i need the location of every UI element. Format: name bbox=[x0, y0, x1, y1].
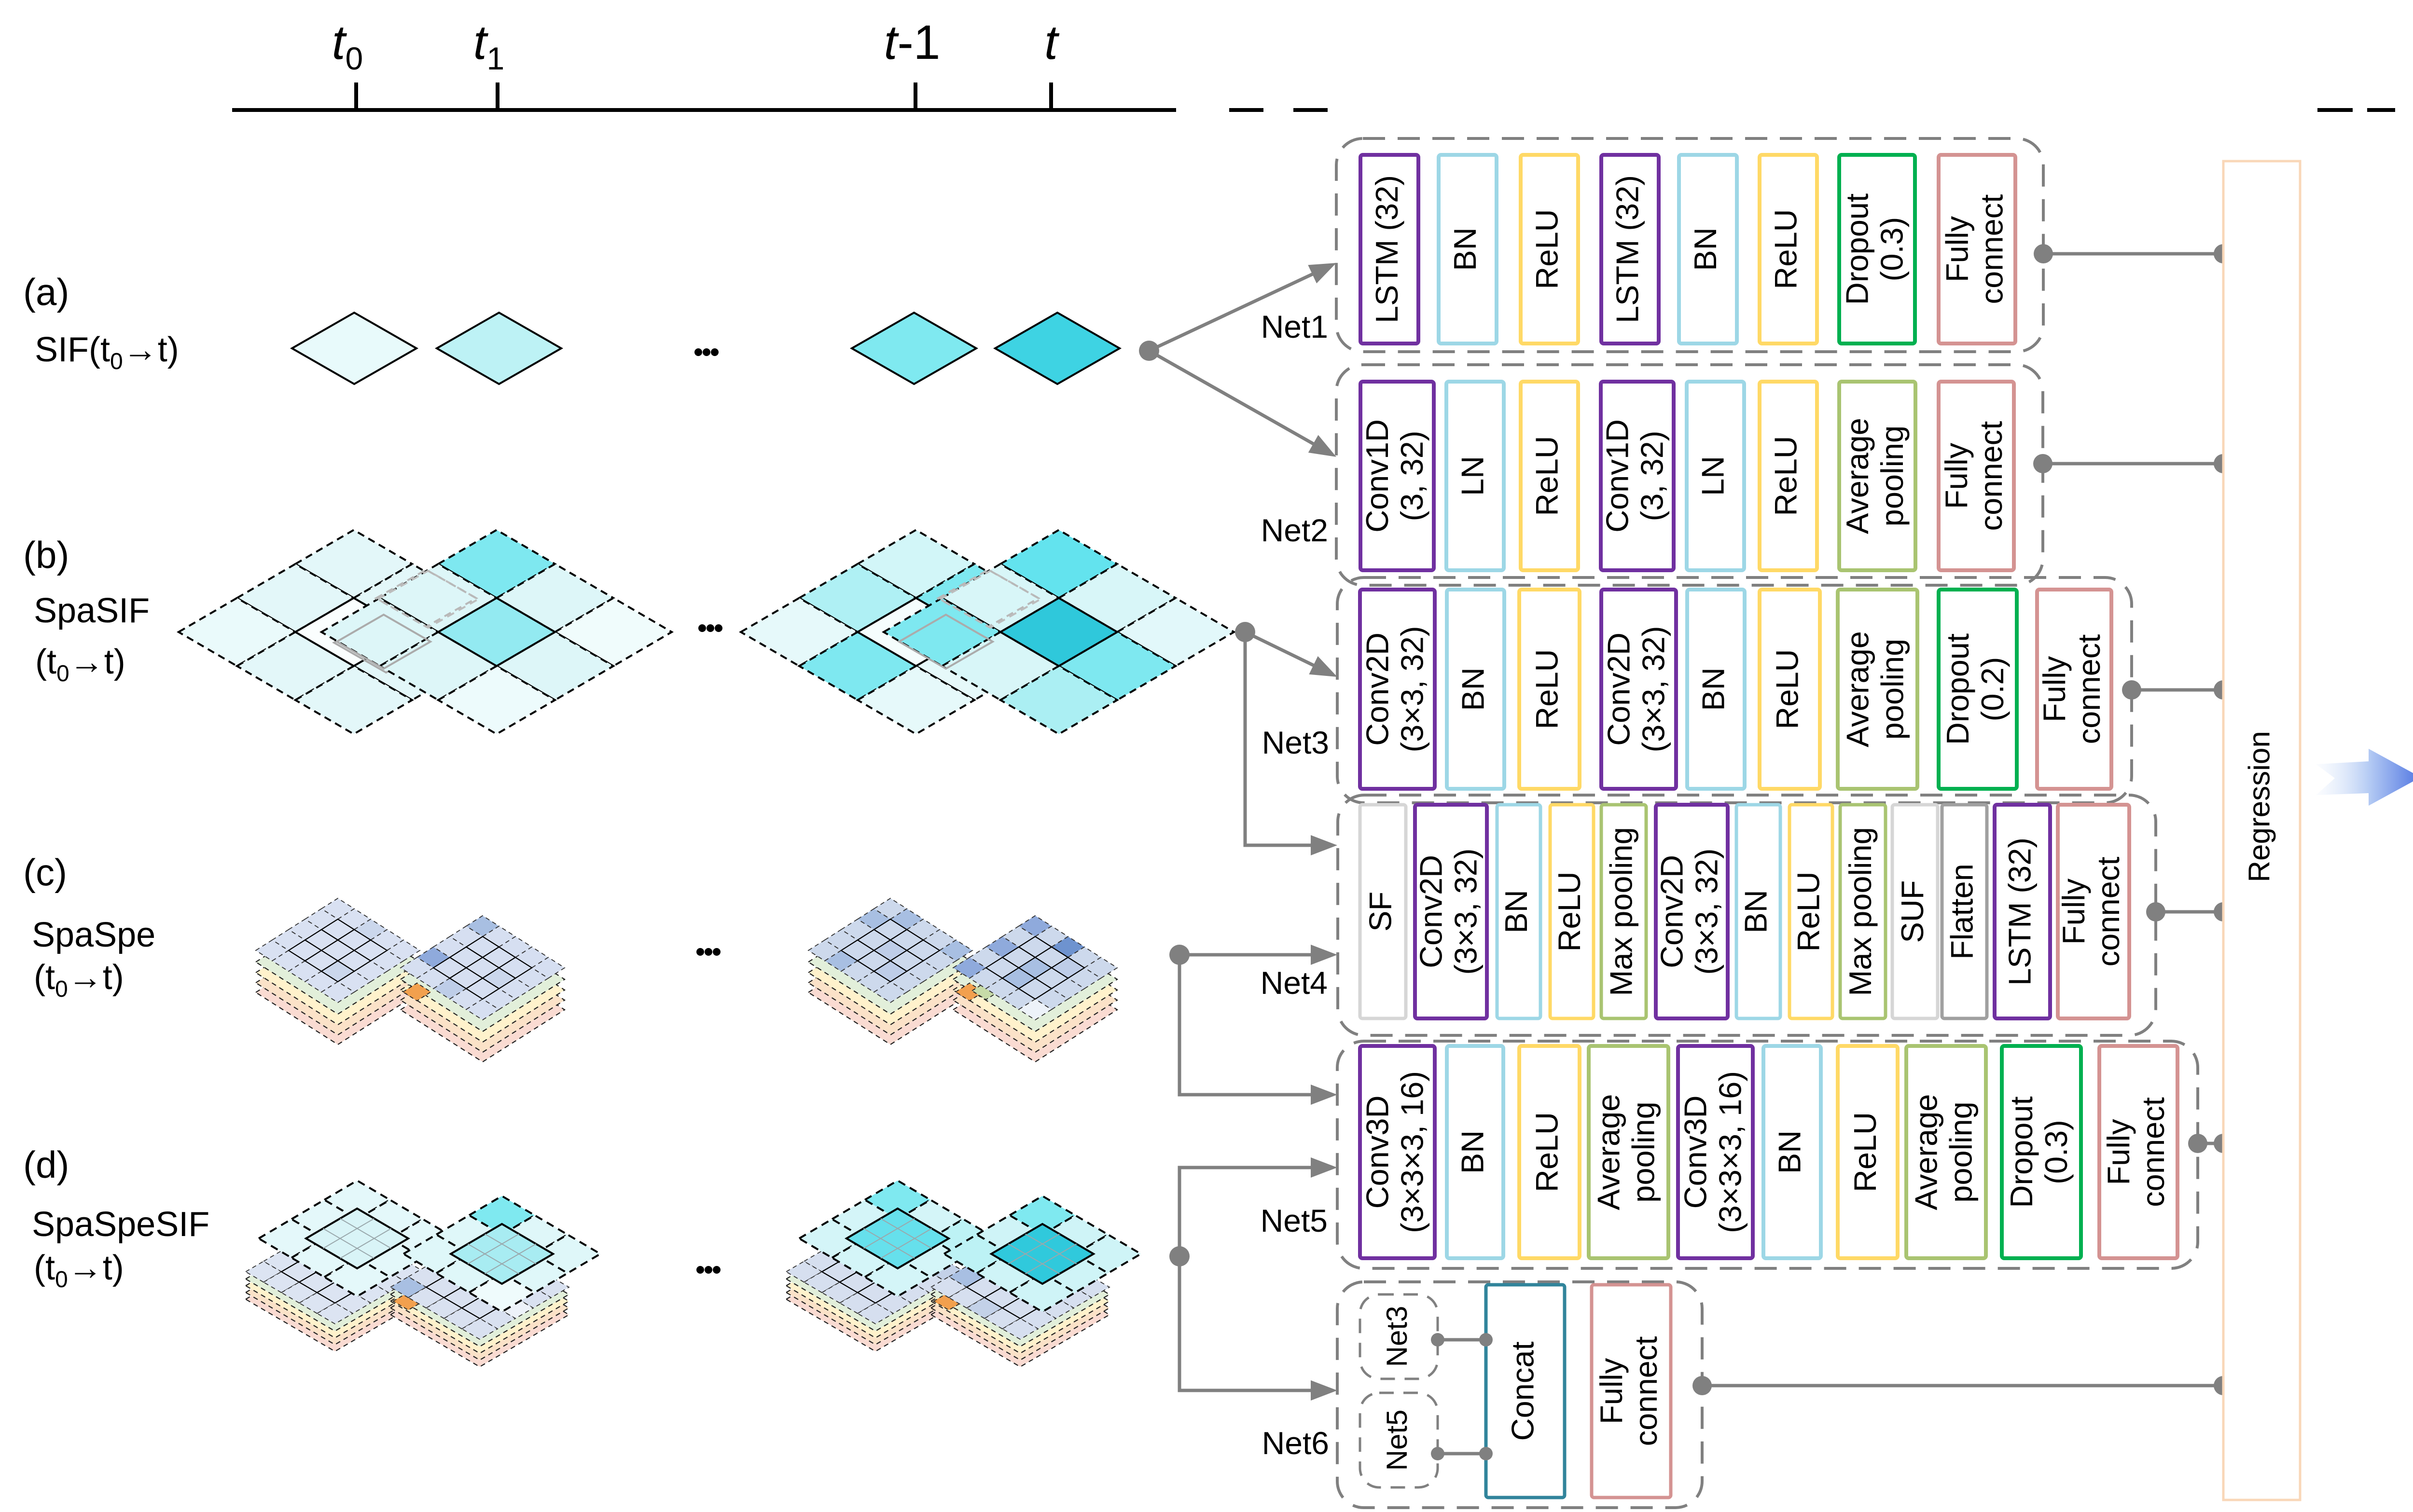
svg-text:Fully: Fully bbox=[2101, 1119, 2136, 1185]
svg-text:ReLU: ReLU bbox=[1529, 649, 1565, 729]
svg-text:(3, 32): (3, 32) bbox=[1635, 431, 1670, 522]
svg-text:ReLU: ReLU bbox=[1768, 436, 1803, 516]
svg-text:Fully: Fully bbox=[2037, 656, 2072, 722]
svg-text:Dropout: Dropout bbox=[1840, 193, 1875, 305]
svg-text:Concat: Concat bbox=[1505, 1342, 1540, 1441]
svg-text:LN: LN bbox=[1695, 456, 1731, 496]
svg-text:(c): (c) bbox=[23, 851, 67, 893]
svg-text:Average: Average bbox=[1840, 418, 1875, 534]
svg-text:Conv3D: Conv3D bbox=[1360, 1096, 1395, 1209]
svg-text:SUF: SUF bbox=[1895, 880, 1930, 943]
svg-text:SF: SF bbox=[1363, 892, 1398, 932]
svg-text:ReLU: ReLU bbox=[1529, 209, 1565, 289]
svg-text:t-1: t-1 bbox=[884, 15, 941, 69]
svg-text:SpaSIF: SpaSIF bbox=[34, 591, 150, 630]
svg-text:LSTM (32): LSTM (32) bbox=[2002, 838, 2038, 986]
svg-text:(t0→t): (t0→t) bbox=[34, 1249, 124, 1292]
svg-text:LSTM (32): LSTM (32) bbox=[1369, 175, 1404, 323]
svg-text:(3×3, 32): (3×3, 32) bbox=[1636, 626, 1671, 753]
svg-text:Conv3D: Conv3D bbox=[1678, 1096, 1713, 1209]
svg-text:ReLU: ReLU bbox=[1770, 649, 1805, 729]
svg-text:Fully: Fully bbox=[1939, 442, 1974, 509]
svg-text:ReLU: ReLU bbox=[1529, 436, 1565, 516]
svg-text:t: t bbox=[1044, 15, 1060, 69]
svg-text:Max pooling: Max pooling bbox=[1604, 827, 1639, 996]
svg-text:(3×3, 32): (3×3, 32) bbox=[1395, 626, 1430, 753]
svg-text:Average: Average bbox=[1909, 1094, 1944, 1210]
svg-text:Net4: Net4 bbox=[1261, 965, 1328, 1001]
svg-text:Conv2D: Conv2D bbox=[1601, 632, 1636, 746]
svg-text:(3×3, 32): (3×3, 32) bbox=[1689, 849, 1724, 975]
svg-text:Fully: Fully bbox=[1594, 1358, 1629, 1424]
svg-text:Net3: Net3 bbox=[1262, 725, 1329, 760]
svg-text:Net5: Net5 bbox=[1261, 1203, 1328, 1238]
svg-text:BN: BN bbox=[1688, 227, 1723, 271]
svg-text:(0.3): (0.3) bbox=[1874, 217, 1910, 282]
svg-text:pooling: pooling bbox=[1874, 426, 1910, 527]
svg-text:connect: connect bbox=[2071, 634, 2107, 744]
svg-text:(t0→t): (t0→t) bbox=[35, 643, 125, 687]
svg-text:Conv1D: Conv1D bbox=[1600, 419, 1635, 533]
svg-text:(3×3×3, 16): (3×3×3, 16) bbox=[1713, 1071, 1748, 1233]
svg-text:Net1: Net1 bbox=[1261, 309, 1328, 344]
svg-text:Average: Average bbox=[1840, 631, 1875, 747]
svg-text:BN: BN bbox=[1738, 890, 1774, 933]
svg-text:Net3: Net3 bbox=[1381, 1306, 1413, 1367]
svg-text:pooling: pooling bbox=[1626, 1101, 1661, 1203]
svg-text:Flatten: Flatten bbox=[1944, 864, 1980, 960]
svg-text:ReLU: ReLU bbox=[1529, 1112, 1565, 1192]
svg-text:LN: LN bbox=[1455, 456, 1490, 496]
svg-text:ReLU: ReLU bbox=[1768, 209, 1803, 289]
svg-text:Fully: Fully bbox=[1940, 216, 1975, 282]
svg-text:Conv1D: Conv1D bbox=[1359, 419, 1395, 533]
svg-text:Net6: Net6 bbox=[1262, 1425, 1329, 1461]
svg-text:SIF(t0→t): SIF(t0→t) bbox=[35, 330, 179, 374]
svg-text:Average: Average bbox=[1591, 1094, 1626, 1210]
svg-text:ReLU: ReLU bbox=[1847, 1112, 1883, 1192]
svg-text:(d): (d) bbox=[23, 1143, 69, 1186]
svg-text:Net5: Net5 bbox=[1381, 1410, 1413, 1471]
svg-text:connect: connect bbox=[2136, 1097, 2171, 1207]
svg-text:(b): (b) bbox=[23, 534, 69, 576]
svg-text:(t0→t): (t0→t) bbox=[34, 958, 124, 1002]
svg-text:Conv2D: Conv2D bbox=[1414, 855, 1449, 968]
svg-text:Dropout: Dropout bbox=[1940, 633, 1975, 745]
svg-text:SpaSpeSIF: SpaSpeSIF bbox=[32, 1205, 209, 1244]
svg-text:BN: BN bbox=[1456, 667, 1491, 711]
svg-text:connect: connect bbox=[1628, 1336, 1664, 1446]
svg-text:(0.2): (0.2) bbox=[1975, 657, 2010, 722]
svg-text:LSTM (32): LSTM (32) bbox=[1610, 175, 1645, 323]
svg-text:Regression: Regression bbox=[2243, 731, 2276, 882]
svg-text:ReLU: ReLU bbox=[1552, 871, 1587, 951]
svg-text:Max pooling: Max pooling bbox=[1843, 827, 1878, 996]
svg-text:BN: BN bbox=[1696, 667, 1731, 711]
svg-text:Fully: Fully bbox=[2056, 878, 2091, 945]
svg-text:connect: connect bbox=[1974, 194, 2010, 304]
svg-text:ReLU: ReLU bbox=[1791, 871, 1826, 951]
svg-text:Dropout: Dropout bbox=[2004, 1096, 2039, 1208]
svg-text:BN: BN bbox=[1498, 890, 1534, 933]
svg-text:pooling: pooling bbox=[1875, 639, 1910, 740]
svg-text:Conv2D: Conv2D bbox=[1360, 632, 1395, 746]
svg-text:connect: connect bbox=[2091, 857, 2126, 967]
svg-text:(3×3, 32): (3×3, 32) bbox=[1448, 849, 1484, 975]
svg-text:connect: connect bbox=[1973, 421, 2009, 531]
svg-text:BN: BN bbox=[1772, 1130, 1807, 1174]
svg-text:pooling: pooling bbox=[1943, 1101, 1979, 1203]
svg-text:Net2: Net2 bbox=[1261, 512, 1328, 548]
svg-text:(0.3): (0.3) bbox=[2039, 1120, 2074, 1184]
svg-text:SpaSpe: SpaSpe bbox=[32, 916, 155, 954]
svg-text:BN: BN bbox=[1455, 1130, 1490, 1174]
svg-text:(3, 32): (3, 32) bbox=[1394, 431, 1429, 522]
svg-text:Conv2D: Conv2D bbox=[1654, 855, 1690, 968]
svg-text:BN: BN bbox=[1447, 227, 1483, 271]
svg-text:(3×3×3, 16): (3×3×3, 16) bbox=[1395, 1071, 1430, 1233]
svg-text:(a): (a) bbox=[23, 271, 69, 313]
